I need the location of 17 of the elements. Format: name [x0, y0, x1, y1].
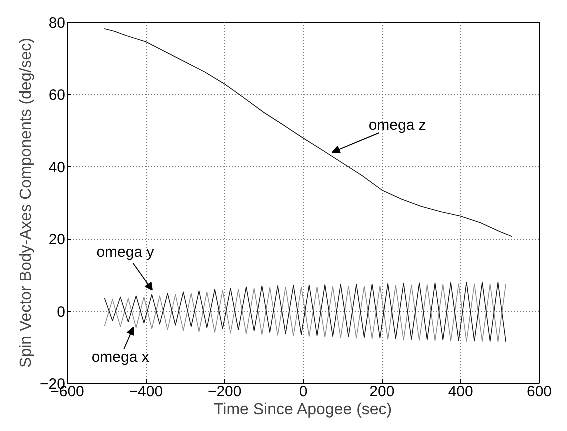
- x-tick-label: 400: [448, 384, 474, 400]
- x-tick-label: 0: [299, 384, 308, 400]
- line-series: [104, 28, 512, 237]
- annotation: omega z: [368, 116, 426, 134]
- y-axis-title: Spin Vector Body-Axes Components (deg/sec): [18, 38, 36, 368]
- y-tick-label: 0: [57, 304, 66, 321]
- y-tick-label: 80: [48, 15, 66, 32]
- x-axis-title: Time Since Apogee (sec): [214, 402, 392, 418]
- x-tick-label: −400: [129, 384, 164, 400]
- y-tick-label: 40: [48, 159, 66, 176]
- x-tick-label: 600: [526, 384, 552, 400]
- annotation: omega y: [96, 244, 155, 261]
- y-tick-label: 60: [48, 87, 66, 104]
- x-tick-label: −200: [208, 384, 242, 400]
- y-tick-label: 20: [48, 232, 66, 249]
- x-tick-label: 200: [370, 384, 395, 400]
- annotation: omega x: [92, 349, 150, 366]
